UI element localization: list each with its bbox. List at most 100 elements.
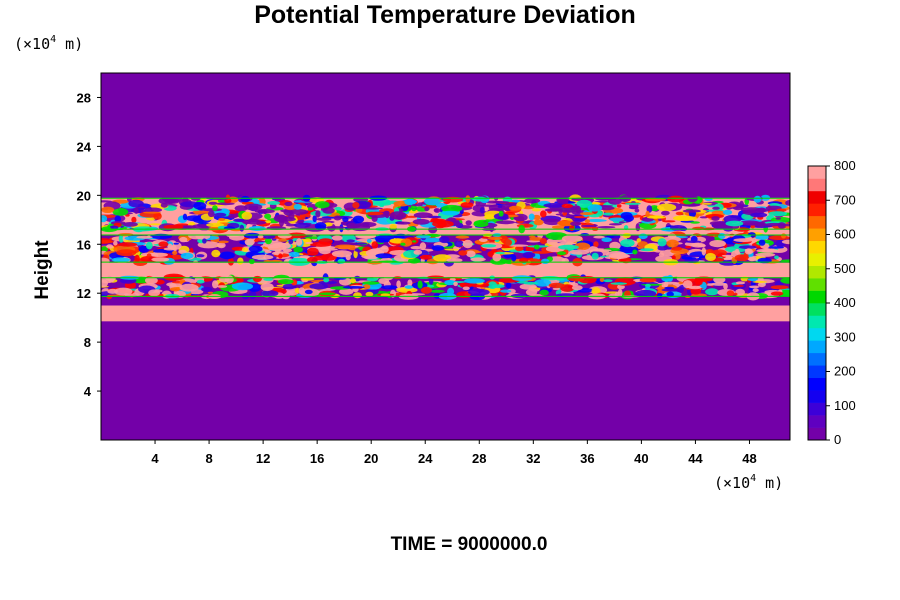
field-structure xyxy=(622,232,631,239)
field-structure xyxy=(754,208,771,212)
x-axis: 4 8 12 16 20 24 28 32 36 40 44 48 xyxy=(151,440,757,466)
field-structure xyxy=(752,288,759,293)
field-structure xyxy=(690,288,702,295)
field-structure xyxy=(735,281,746,285)
y-tick-label: 4 xyxy=(84,384,92,399)
field-structure xyxy=(495,220,516,225)
field-structure xyxy=(267,243,287,252)
field-structure xyxy=(506,214,519,218)
field-structure xyxy=(690,221,700,224)
field-structure xyxy=(661,288,683,292)
field-structure xyxy=(278,253,283,259)
field-structure xyxy=(219,251,235,260)
field-structure xyxy=(122,222,138,227)
field-structure xyxy=(293,246,304,253)
colorbar-band xyxy=(808,190,826,204)
x-tick-label: 4 xyxy=(151,451,159,466)
field-structure xyxy=(662,220,676,223)
field-structure xyxy=(112,207,129,216)
field-structure xyxy=(645,210,650,219)
field-structure xyxy=(711,216,720,221)
field-structure xyxy=(163,224,184,230)
x-tick-label: 32 xyxy=(526,451,540,466)
colorbar-tick-label: 0 xyxy=(834,432,841,447)
field-structure xyxy=(738,245,757,249)
time-label: TIME = 9000000.0 xyxy=(391,534,548,555)
field-structure xyxy=(116,249,137,257)
field-structure xyxy=(244,203,263,211)
field-structure xyxy=(111,257,131,263)
field-structure xyxy=(531,208,541,212)
colorbar-band xyxy=(808,340,826,354)
field-structure xyxy=(353,250,358,259)
field-structure xyxy=(534,244,540,250)
field-structure xyxy=(453,221,461,226)
chart-title: Potential Temperature Deviation xyxy=(254,1,636,29)
field-structure xyxy=(770,291,784,296)
field-structure xyxy=(645,283,651,288)
field-structure xyxy=(431,245,445,251)
field-structure xyxy=(131,216,137,224)
field-structure xyxy=(264,213,272,219)
field-structure xyxy=(598,206,615,211)
y-tick-label: 20 xyxy=(77,188,91,203)
field-structure xyxy=(500,289,512,293)
field-structure xyxy=(208,201,218,205)
field-structure xyxy=(366,277,379,282)
field-structure xyxy=(480,204,498,207)
field-structure xyxy=(284,201,293,207)
colorbar-band xyxy=(808,427,826,441)
field-structure xyxy=(617,288,623,298)
field-structure xyxy=(325,226,346,229)
field-structure xyxy=(144,207,162,213)
colorbar-band xyxy=(808,303,826,316)
field-structure xyxy=(264,237,272,245)
field-structure xyxy=(646,216,666,219)
field-structure xyxy=(492,253,502,262)
field-structure xyxy=(404,198,417,206)
field-structure xyxy=(478,238,488,242)
field-structure xyxy=(465,220,472,226)
field-structure xyxy=(624,202,641,205)
colorbar-band xyxy=(808,215,826,229)
colorbar-band xyxy=(808,315,826,329)
field-structure xyxy=(337,258,346,264)
field-structure xyxy=(591,201,601,205)
field-structure xyxy=(569,249,590,255)
y-unit-label: (×104 m) xyxy=(14,34,83,53)
field-structure xyxy=(644,286,651,290)
field-structure xyxy=(706,283,715,286)
field-structure xyxy=(701,247,706,256)
field-structure xyxy=(528,213,535,221)
x-tick-label: 28 xyxy=(472,451,486,466)
field-structure xyxy=(701,202,713,205)
field-structure xyxy=(218,275,230,283)
field-structure xyxy=(278,216,296,222)
colorbar-band xyxy=(808,253,826,266)
field-structure xyxy=(342,217,349,222)
field-structure xyxy=(601,237,612,242)
field-structure xyxy=(239,224,245,232)
field-structure xyxy=(114,287,133,296)
field-structure xyxy=(574,242,591,251)
field-structure xyxy=(639,277,657,283)
field-structure xyxy=(180,252,194,260)
field-structure xyxy=(532,251,550,254)
field-structure xyxy=(417,280,423,289)
field-structure xyxy=(296,238,303,246)
field-structure xyxy=(444,248,460,251)
field-structure xyxy=(755,234,769,240)
field-structures xyxy=(101,194,790,301)
field-structure xyxy=(458,250,468,256)
field-structure xyxy=(691,242,706,248)
field-structure xyxy=(321,220,335,224)
field-structure xyxy=(561,235,583,243)
colorbar-band xyxy=(808,290,826,304)
field-structure xyxy=(515,245,524,252)
field-structure xyxy=(357,221,377,228)
field-structure xyxy=(480,244,497,248)
field-structure xyxy=(755,252,776,257)
field-structure xyxy=(248,245,263,253)
y-axis-label: Height xyxy=(32,240,53,300)
field-structure xyxy=(277,233,292,239)
